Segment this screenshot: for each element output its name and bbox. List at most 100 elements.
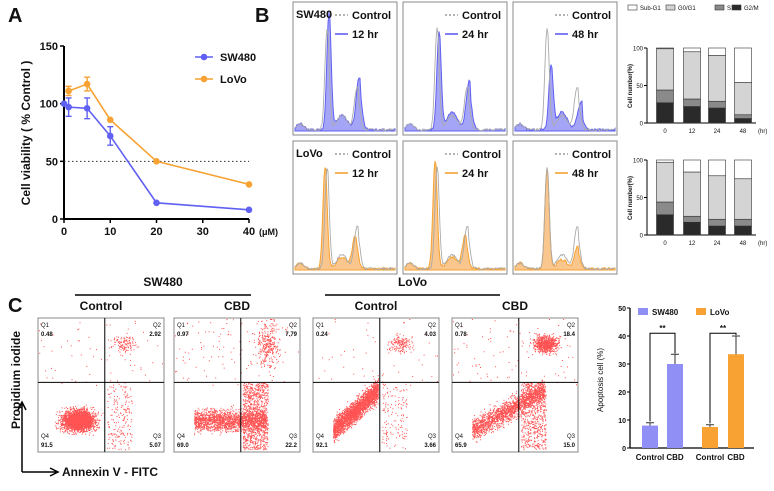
event-dots (453, 319, 577, 451)
bar-segment-g0g1 (683, 171, 701, 217)
bar-segment-g2m (708, 107, 726, 124)
y-tick-label: 50 (618, 306, 626, 313)
quadrant-percent-q4: 69.0 (177, 443, 189, 449)
flow-plot-sw480-cbd: CBD Q1 0.97 Q2 7.79 Q3 22.2 Q4 69.0 (173, 299, 301, 453)
bar-segment-g2m (656, 102, 674, 124)
y-axis-label: Cell viability ( % Control ) (19, 61, 33, 206)
histogram-frame (512, 140, 618, 275)
quadrant-name: Q2 (153, 323, 162, 329)
legend-label-s: S (727, 6, 731, 12)
data-point (83, 104, 91, 112)
control-histogram (514, 167, 616, 271)
x-tick-label: 0 (663, 129, 667, 135)
bar-segment-g0g1 (708, 175, 726, 220)
cell-line-label: SW480 (296, 9, 332, 21)
histogram-lovo-0: Control 12 hr LoVo (292, 140, 398, 275)
x-tick-label: 24 (714, 129, 721, 135)
bar-segment-s (708, 100, 726, 109)
quadrant-name: Q1 (41, 323, 50, 329)
legend-treated-label: 48 hr (572, 29, 599, 41)
flow-plot-lovo-cbd: CBD Q1 0.78 Q2 18.4 Q3 15.0 Q4 65.9 (451, 299, 579, 453)
bar-segment-g2m (683, 106, 701, 124)
plot-title: Control (80, 299, 123, 313)
x-tick-label: 12 (689, 241, 696, 247)
y-axis-arrow (17, 400, 27, 472)
legend-marker (200, 53, 208, 61)
bar-segment-s (708, 218, 726, 227)
significance-bracket (709, 332, 737, 424)
legend-label-g0g1: G0/G1 (678, 6, 696, 12)
quadrant-percent-q1: 0.24 (316, 332, 328, 338)
quadrant-name: Q4 (41, 434, 50, 440)
quadrant-percent-q2: 18.4 (563, 332, 575, 338)
legend-swatch (696, 308, 706, 315)
x-tick-label: Control (636, 453, 664, 462)
x-tick-label: 20 (150, 226, 162, 238)
x-tick-label: 48 (740, 129, 747, 135)
quadrant-name: Q3 (567, 434, 576, 440)
legend-control-label: Control (352, 149, 391, 161)
series-line-lovo (68, 83, 250, 186)
bar-segment-sub-g1 (656, 47, 674, 50)
bar-segment-s (734, 218, 752, 227)
bar-segment-sub-g1 (708, 159, 726, 177)
bar-segment-g2m (734, 225, 752, 236)
y-tick-label: 30 (618, 362, 626, 369)
bar-segment-sub-g1 (734, 159, 752, 180)
y-tick-label: 100 (40, 99, 58, 111)
quadrant-name: Q3 (428, 434, 437, 440)
quadrant-name: Q4 (455, 434, 464, 440)
x-tick-label: 10 (104, 226, 116, 238)
quadrant-percent-q3: 5.07 (149, 443, 161, 449)
y-axis-label: Propidium iodide (9, 331, 23, 429)
bar-segment-g2m (656, 214, 674, 236)
histogram-frame (402, 140, 508, 275)
bar-segment-g2m (683, 221, 701, 236)
bar-segment-g0g1 (656, 161, 674, 203)
quadrant-percent-q1: 0.78 (455, 332, 467, 338)
legend-treated-label: 48 hr (572, 168, 599, 180)
quadrant-name: Q4 (177, 434, 186, 440)
bar-segment-g2m (708, 225, 726, 236)
plot-title: CBD (224, 299, 250, 313)
event-dots (175, 319, 299, 451)
x-tick-label: 0 (61, 226, 67, 238)
bar-segment-s (656, 89, 674, 104)
quadrant-percent-q3: 3.66 (424, 443, 436, 449)
legend-control-label: Control (352, 10, 391, 22)
legend-label: SW480 (652, 308, 679, 317)
legend-swatch-s (714, 4, 725, 11)
legend-label: SW480 (220, 52, 256, 64)
bar-segment-sub-g1 (708, 47, 726, 56)
treated-histogram (404, 160, 506, 271)
x-axis-unit: (hr) (758, 129, 767, 135)
legend-treated-label: 24 hr (462, 168, 489, 180)
legend-swatch-g0g1 (665, 4, 676, 11)
quadrant-percent-q2: 4.03 (424, 332, 436, 338)
data-point (106, 116, 114, 124)
legend-control-label: Control (572, 149, 611, 161)
bar-segment-g2m (734, 118, 752, 124)
data-point (153, 158, 160, 165)
y-axis-label: Cell number(%) (628, 176, 634, 220)
x-tick-label: 48 (740, 241, 747, 247)
viability-chart: 0 50 100 150 0 10 20 30 40 (μM) Cell viability ( %… (19, 41, 278, 238)
y-tick-label: 100 (633, 47, 644, 53)
y-tick-label: 0 (640, 122, 644, 128)
bar-segment-g0g1 (734, 82, 752, 116)
x-tick-label: 0 (663, 241, 667, 247)
bar-segment-g0g1 (683, 51, 701, 100)
event-dots (318, 319, 438, 450)
quadrant-name: Q4 (316, 434, 325, 440)
y-axis-label: Cell number(%) (628, 64, 634, 108)
y-tick-label: 50 (46, 156, 58, 168)
bar-segment-sub-g1 (656, 159, 674, 163)
quadrant-percent-q3: 15.0 (563, 443, 575, 449)
quadrant-percent-q4: 92.1 (316, 443, 328, 449)
quadrant-percent-q1: 0.97 (177, 332, 189, 338)
bar-segment-sub-g1 (734, 47, 752, 83)
error-bar (706, 424, 714, 427)
control-histogram (404, 166, 506, 271)
y-tick-label: 40 (618, 334, 626, 341)
data-point (83, 80, 91, 88)
